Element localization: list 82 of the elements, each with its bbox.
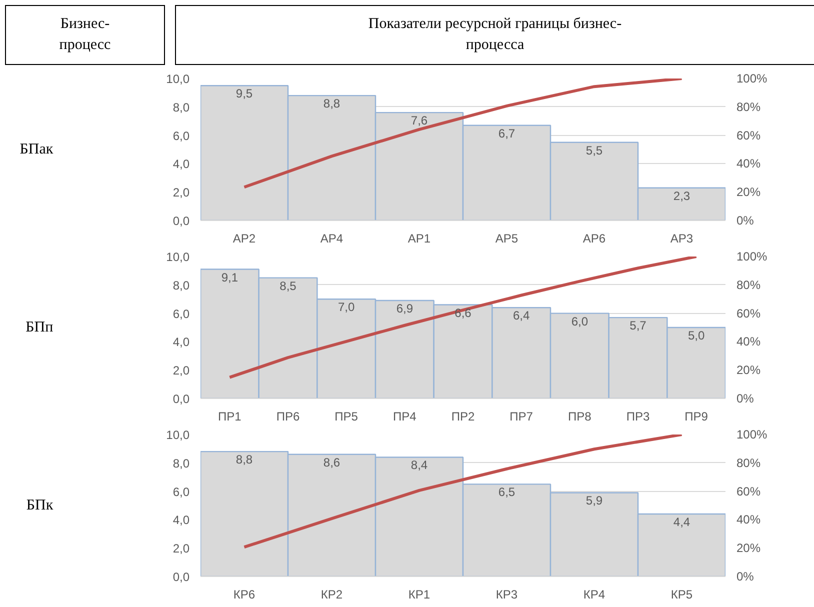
y2-tick-label: 100% xyxy=(736,250,768,264)
y-tick-label: 0,0 xyxy=(172,392,190,406)
x-tick-label: ПР3 xyxy=(626,410,650,424)
x-tick-label: АР5 xyxy=(495,232,518,246)
x-tick-label: ПР5 xyxy=(334,410,358,424)
data-label: 5,0 xyxy=(688,328,705,342)
y-tick-label: 6,0 xyxy=(172,306,190,321)
y-axis-title: БПк xyxy=(26,498,54,514)
data-label: 6,4 xyxy=(512,308,530,323)
y2-tick-label: 0% xyxy=(736,214,754,228)
x-tick-label: АР4 xyxy=(320,232,344,246)
y2-tick-label: 40% xyxy=(736,512,761,527)
y2-tick-label: 80% xyxy=(736,278,761,292)
y-tick-label: 2,0 xyxy=(172,186,190,200)
y-tick-label: 4,0 xyxy=(172,513,190,528)
y-axis-title: БПп xyxy=(26,320,54,336)
y-tick-label: 2,0 xyxy=(172,542,190,556)
data-label: 5,5 xyxy=(586,143,603,158)
y2-tick-label: 60% xyxy=(736,306,761,320)
y-tick-label: 6,0 xyxy=(172,128,190,143)
data-label: 6,5 xyxy=(498,485,516,500)
y2-tick-label: 100% xyxy=(736,428,768,442)
data-label: 7,0 xyxy=(338,300,355,314)
x-tick-label: АР2 xyxy=(232,232,256,246)
x-tick-label: КР2 xyxy=(320,588,343,602)
y2-tick-label: 40% xyxy=(736,156,761,171)
data-label: 4,4 xyxy=(673,515,690,530)
y2-tick-label: 60% xyxy=(736,484,761,498)
data-label: 2,3 xyxy=(673,188,690,203)
y2-tick-label: 0% xyxy=(736,392,754,406)
y2-tick-label: 80% xyxy=(736,456,761,470)
data-label: 5,9 xyxy=(586,494,603,508)
y-tick-label: 6,0 xyxy=(172,484,190,499)
x-tick-label: ПР1 xyxy=(218,410,242,424)
x-tick-label: КР3 xyxy=(496,588,518,602)
y-tick-label: 4,0 xyxy=(172,157,190,172)
y-tick-label: 10,0 xyxy=(166,250,190,264)
y2-tick-label: 20% xyxy=(736,541,761,556)
x-tick-label: АР6 xyxy=(582,232,606,246)
data-label: 8,6 xyxy=(323,455,340,470)
x-tick-label: КР1 xyxy=(408,588,430,602)
y-tick-label: 8,0 xyxy=(172,456,190,470)
data-label: 7,6 xyxy=(410,114,428,128)
y2-tick-label: 100% xyxy=(736,72,768,86)
y2-tick-label: 80% xyxy=(736,100,761,114)
y2-tick-label: 60% xyxy=(736,128,761,142)
data-label: 9,5 xyxy=(236,86,253,101)
data-label: 8,4 xyxy=(410,458,428,472)
y2-tick-label: 0% xyxy=(736,570,754,584)
x-tick-label: АР1 xyxy=(408,232,431,246)
data-label: 6,9 xyxy=(396,302,414,316)
y-tick-label: 10,0 xyxy=(166,72,190,86)
y-tick-label: 10,0 xyxy=(166,428,190,442)
y-axis-title: БПак xyxy=(20,142,54,158)
y2-tick-label: 20% xyxy=(736,185,761,200)
data-label: 5,7 xyxy=(630,318,647,333)
text: Бизнес-процесс xyxy=(58,15,112,56)
y-tick-label: 8,0 xyxy=(172,278,190,292)
x-tick-label: КР4 xyxy=(583,588,606,602)
x-tick-label: ПР6 xyxy=(276,410,300,424)
x-tick-label: ПР8 xyxy=(568,410,592,424)
y-tick-label: 0,0 xyxy=(172,570,190,584)
text: Показатели ресурсной границы бизнес-процесса xyxy=(367,15,623,56)
x-tick-label: КР5 xyxy=(670,588,693,602)
data-label: 6,7 xyxy=(498,126,516,140)
y-tick-label: 2,0 xyxy=(172,364,190,378)
x-tick-label: ПР2 xyxy=(451,410,475,424)
x-tick-label: ПР4 xyxy=(393,410,417,424)
y2-tick-label: 40% xyxy=(736,334,761,349)
y-tick-label: 0,0 xyxy=(172,214,190,228)
x-tick-label: ПР9 xyxy=(684,410,708,424)
data-label: 8,5 xyxy=(280,278,297,293)
x-tick-label: КР6 xyxy=(233,588,256,602)
x-tick-label: АР3 xyxy=(670,232,694,246)
data-label: 9,1 xyxy=(221,270,238,284)
y2-tick-label: 20% xyxy=(736,363,761,378)
y-tick-label: 8,0 xyxy=(172,100,190,114)
data-label: 6,0 xyxy=(571,314,588,328)
x-tick-label: ПР7 xyxy=(510,410,534,424)
data-label: 8,8 xyxy=(323,96,340,111)
y-tick-label: 4,0 xyxy=(172,335,190,350)
data-label: 8,8 xyxy=(236,452,253,467)
